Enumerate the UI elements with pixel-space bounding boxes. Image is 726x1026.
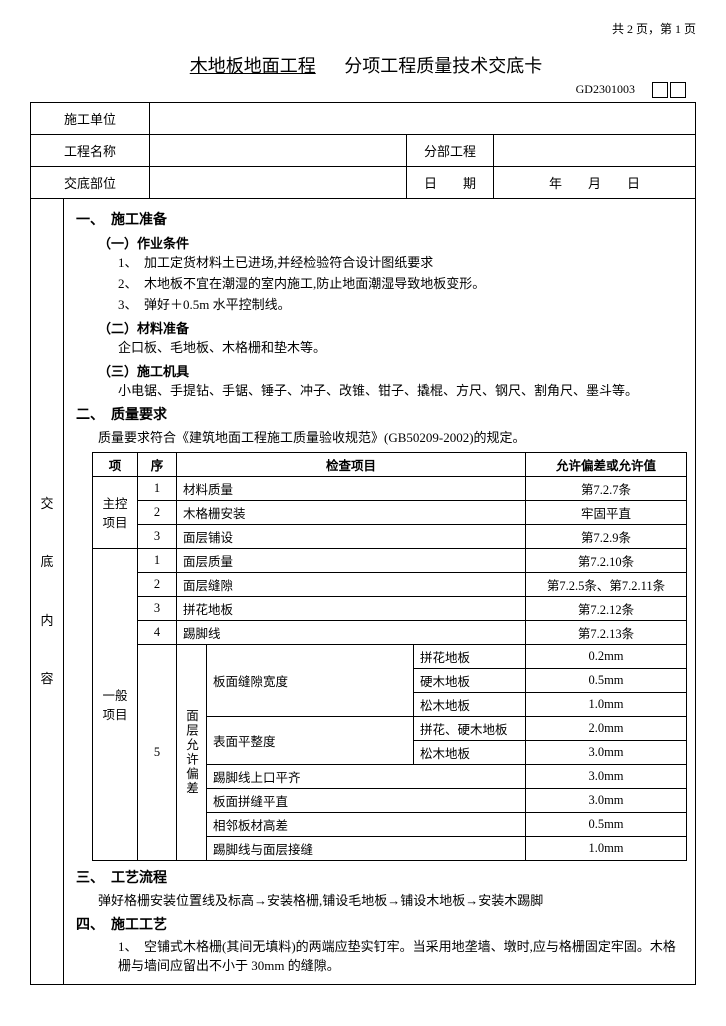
sec4-title: 四、 施工工艺	[76, 914, 687, 934]
value-subproject	[494, 135, 696, 167]
side-label: 交 底 内 容	[31, 199, 64, 985]
m0c: 0.2mm	[526, 644, 687, 668]
doc-code: GD2301003	[576, 82, 635, 96]
m3a: 表面平整度	[207, 716, 414, 764]
th-check: 检查项目	[177, 452, 526, 476]
value-unit	[150, 103, 696, 135]
m3b: 拼花、硬木地板	[414, 716, 526, 740]
r0c1: 材料质量	[177, 476, 526, 500]
title-suffix: 分项工程质量技术交底卡	[344, 56, 542, 76]
r3c2: 第7.2.10条	[526, 548, 687, 572]
th-group: 项	[93, 452, 138, 476]
m6a: 板面拼缝平直	[207, 788, 526, 812]
m4b: 松木地板	[414, 740, 526, 764]
side-a: 交	[39, 475, 55, 534]
grp-general: 一般项目	[93, 548, 138, 860]
sec3-p: 弹好格栅安装位置线及标高→安装格栅,铺设毛地板→铺设木地板→安装木踢脚	[98, 891, 687, 911]
r5c2: 第7.2.12条	[526, 596, 687, 620]
m2c: 1.0mm	[526, 692, 687, 716]
checkbox-2	[670, 82, 686, 98]
m2b: 松木地板	[414, 692, 526, 716]
r6c2: 第7.2.13条	[526, 620, 687, 644]
th-seq: 序	[138, 452, 177, 476]
sec1-i1: 1、 加工定货材料土已进场,并经检验符合设计图纸要求	[118, 254, 687, 273]
main-table: 施工单位 工程名称 分部工程 交底部位 日 期 年 月 日 交 底 内 容 一、…	[30, 102, 696, 985]
r3c1: 面层质量	[177, 548, 526, 572]
vcat: 面层允许偏差	[177, 644, 207, 860]
grp-main: 主控项目	[93, 476, 138, 548]
th-tol: 允许偏差或允许值	[526, 452, 687, 476]
content-body: 一、 施工准备 （一）作业条件 1、 加工定货材料土已进场,并经检验符合设计图纸…	[64, 199, 696, 985]
sec1-sub1: （一）作业条件	[98, 233, 687, 252]
value-date: 年 月 日	[494, 167, 696, 199]
sec3-title: 三、 工艺流程	[76, 867, 687, 887]
sec1-i2: 2、 木地板不宜在潮湿的室内施工,防止地面潮湿导致地板变形。	[118, 275, 687, 294]
sec1-sub3: （三）施工机具	[98, 361, 687, 380]
sec4-i1: 1、 空铺式木格栅(其间无填料)的两端应垫实钉牢。当采用地垄墙、墩时,应与格栅固…	[118, 938, 687, 976]
r2c0: 3	[138, 524, 177, 548]
value-part	[150, 167, 407, 199]
sec1-i3: 3、 弹好＋0.5m 水平控制线。	[118, 296, 687, 315]
page-title: 木地板地面工程 分项工程质量技术交底卡	[30, 52, 696, 78]
r5c1: 拼花地板	[177, 596, 526, 620]
m3c: 2.0mm	[526, 716, 687, 740]
label-part: 交底部位	[31, 167, 150, 199]
m1b: 硬木地板	[414, 668, 526, 692]
quality-table: 项 序 检查项目 允许偏差或允许值 主控项目 1 材料质量 第7.2.7条 2木…	[92, 452, 687, 861]
sec1-i5: 小电锯、手提钻、手锯、锤子、冲子、改锥、钳子、撬棍、方尺、钢尺、割角尺、墨斗等。	[118, 382, 687, 401]
r0c0: 1	[138, 476, 177, 500]
label-project: 工程名称	[31, 135, 150, 167]
m8c: 1.0mm	[526, 836, 687, 860]
sec1-i4: 企口板、毛地板、木格栅和垫木等。	[118, 339, 687, 358]
m5a: 踢脚线上口平齐	[207, 764, 526, 788]
m8a: 踢脚线与面层接缝	[207, 836, 526, 860]
r4c1: 面层缝隙	[177, 572, 526, 596]
r6c0: 4	[138, 620, 177, 644]
m5c: 3.0mm	[526, 764, 687, 788]
value-project	[150, 135, 407, 167]
sec1-title: 一、 施工准备	[76, 209, 687, 229]
sec2-title: 二、 质量要求	[76, 404, 687, 424]
page-number: 共 2 页，第 1 页	[30, 20, 696, 37]
seq-5: 5	[138, 644, 177, 860]
m0b: 拼花地板	[414, 644, 526, 668]
r2c1: 面层铺设	[177, 524, 526, 548]
r5c0: 3	[138, 596, 177, 620]
r4c0: 2	[138, 572, 177, 596]
sec2-note: 质量要求符合《建筑地面工程施工质量验收规范》(GB50209-2002)的规定。	[98, 428, 687, 448]
m7a: 相邻板材高差	[207, 812, 526, 836]
r1c0: 2	[138, 500, 177, 524]
m1c: 0.5mm	[526, 668, 687, 692]
doc-code-row: GD2301003	[30, 80, 696, 98]
r4c2: 第7.2.5条、第7.2.11条	[526, 572, 687, 596]
r3c0: 1	[138, 548, 177, 572]
checkbox-1	[652, 82, 668, 98]
m7c: 0.5mm	[526, 812, 687, 836]
side-b: 底	[39, 533, 55, 592]
r1c1: 木格栅安装	[177, 500, 526, 524]
label-subproject: 分部工程	[407, 135, 494, 167]
r2c2: 第7.2.9条	[526, 524, 687, 548]
sec1-sub2: （二）材料准备	[98, 318, 687, 337]
r0c2: 第7.2.7条	[526, 476, 687, 500]
side-c: 内	[39, 592, 55, 651]
side-d: 容	[39, 650, 55, 709]
vcat-text: 面层允许偏差	[182, 709, 201, 796]
label-unit: 施工单位	[31, 103, 150, 135]
m0a: 板面缝隙宽度	[207, 644, 414, 716]
title-project: 木地板地面工程	[184, 56, 322, 76]
m4c: 3.0mm	[526, 740, 687, 764]
r1c2: 牢固平直	[526, 500, 687, 524]
r6c1: 踢脚线	[177, 620, 526, 644]
label-date: 日 期	[407, 167, 494, 199]
m6c: 3.0mm	[526, 788, 687, 812]
